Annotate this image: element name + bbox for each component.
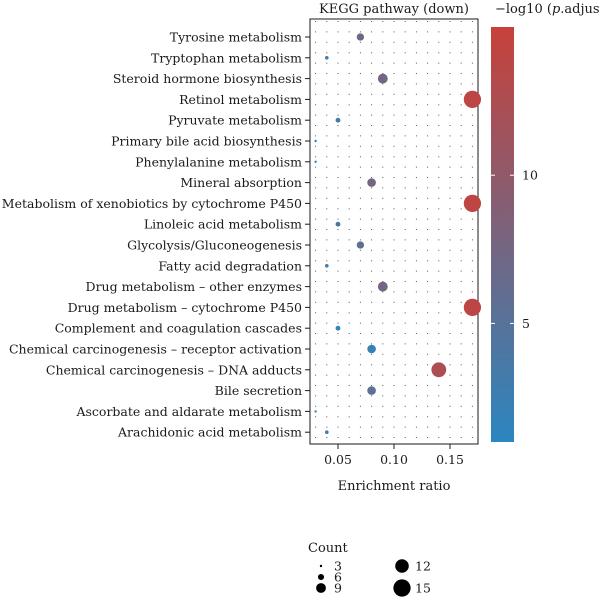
pathway-label-arachidonic-acid-metabolism: Arachidonic acid metabolism (117, 425, 302, 440)
point-steroid-hormone-biosynthesis (377, 73, 388, 84)
point-retinol-metabolism (463, 90, 482, 109)
x-tick-label: 0.15 (436, 452, 464, 467)
x-axis-label: Enrichment ratio (338, 479, 451, 494)
plot-frame (309, 18, 479, 445)
point-complement-and-coagulation-cascades (335, 325, 341, 331)
pathway-label-tyrosine-metabolism: Tyrosine metabolism (170, 30, 302, 45)
plot-grid (315, 21, 473, 442)
chart-title: KEGG pathway (down) (319, 2, 469, 17)
point-drug-metabolism-cytochrome-p450 (463, 298, 482, 317)
point-tryptophan-metabolism (324, 55, 329, 60)
pathway-label-drug-metabolism-cytochrome-p450: Drug metabolism – cytochrome P450 (68, 300, 302, 315)
point-phenylalanine-metabolism (314, 160, 317, 163)
point-bile-secretion (367, 386, 376, 395)
size-legend-label: 9 (334, 581, 342, 596)
point-drug-metabolism-other-enzymes (377, 281, 388, 292)
point-glycolysis-gluconeogenesis (356, 241, 365, 249)
pathway-label-steroid-hormone-biosynthesis: Steroid hormone biosynthesis (113, 71, 302, 86)
color-scale-tick-label: 5 (522, 316, 530, 331)
size-legend-dot (395, 559, 409, 573)
pathway-label-glycolysis-gluconeogenesis: Glycolysis/Gluconeogenesis (127, 238, 302, 253)
x-tick-label: 0.05 (324, 452, 352, 467)
pathway-label-bile-secretion: Bile secretion (215, 383, 302, 398)
data-points (314, 33, 482, 435)
pathway-label-linoleic-acid-metabolism: Linoleic acid metabolism (144, 217, 302, 232)
color-scale-legend: −log10 (p.adjust) 5 10 (491, 2, 600, 442)
x-tick-label: 0.10 (380, 452, 408, 467)
size-legend-dot (317, 573, 325, 581)
pathway-label-fatty-acid-degradation: Fatty acid degradation (158, 258, 302, 273)
point-arachidonic-acid-metabolism (324, 430, 329, 435)
size-legend-label: 12 (415, 559, 431, 574)
size-legend-label: 3 (334, 559, 342, 574)
point-linoleic-acid-metabolism (335, 221, 341, 227)
x-axis-ticks: 0.05 0.10 0.15 (324, 444, 464, 467)
point-mineral-absorption (367, 178, 376, 187)
size-legend-title: Count (308, 541, 349, 556)
size-legend: Count 369 12 15 (308, 541, 431, 597)
point-ascorbate-and-aldarate-metabolism (314, 410, 317, 413)
pathway-label-mineral-absorption: Mineral absorption (180, 175, 302, 190)
pathway-label-ascorbate-and-aldarate-metabolism: Ascorbate and aldarate metabolism (75, 404, 302, 419)
pathway-labels: Tyrosine metabolism Tryptophan metabolism… (2, 30, 310, 440)
pathway-label-metabolism-of-xenobiotics-by-cytochrome-p450: Metabolism of xenobiotics by cytochrome … (2, 196, 302, 211)
pathway-label-phenylalanine-metabolism: Phenylalanine metabolism (135, 154, 302, 169)
point-pyruvate-metabolism (335, 117, 341, 123)
point-chemical-carcinogenesis-receptor-activation (367, 344, 376, 354)
color-scale-tick-label: 10 (522, 168, 538, 183)
pathway-label-chemical-carcinogenesis-receptor-activation: Chemical carcinogenesis – receptor activ… (9, 342, 302, 357)
pathway-label-complement-and-coagulation-cascades: Complement and coagulation cascades (55, 321, 302, 336)
point-fatty-acid-degradation (324, 263, 329, 268)
size-legend-dot (319, 564, 323, 568)
color-scale-title: −log10 (p.adjust) (495, 2, 600, 17)
point-primary-bile-acid-biosynthesis (314, 139, 317, 143)
size-legend-label: 15 (415, 581, 431, 596)
pathway-label-primary-bile-acid-biosynthesis: Primary bile acid biosynthesis (111, 134, 302, 149)
size-legend-label: 6 (334, 570, 342, 585)
point-chemical-carcinogenesis-dna-adducts (431, 362, 447, 378)
pathway-label-drug-metabolism-other-enzymes: Drug metabolism – other enzymes (86, 279, 302, 294)
size-legend-dot (316, 583, 326, 593)
point-metabolism-of-xenobiotics-by-cytochrome-p450 (463, 194, 482, 213)
color-scale-bar (491, 27, 514, 442)
size-legend-dot (393, 579, 411, 597)
point-tyrosine-metabolism (356, 33, 365, 41)
pathway-label-retinol-metabolism: Retinol metabolism (179, 92, 302, 107)
pathway-label-tryptophan-metabolism: Tryptophan metabolism (151, 50, 302, 65)
pathway-label-pyruvate-metabolism: Pyruvate metabolism (168, 113, 302, 128)
pathway-label-chemical-carcinogenesis-dna-adducts: Chemical carcinogenesis – DNA adducts (46, 362, 302, 377)
plot-border (309, 18, 479, 445)
